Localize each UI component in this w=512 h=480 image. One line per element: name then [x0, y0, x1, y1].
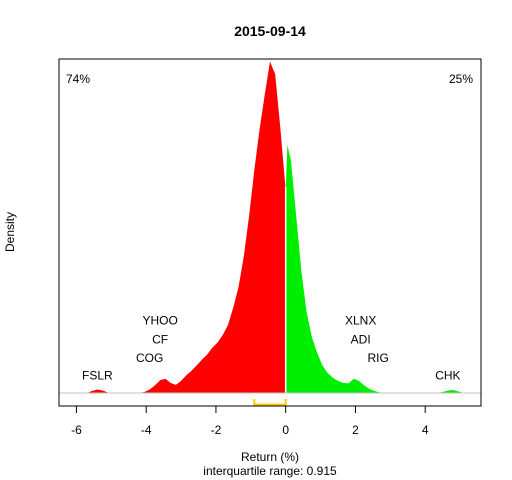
iqr-bracket — [253, 399, 287, 407]
x-axis: -6 -4 -2 0 2 4 — [71, 405, 429, 437]
x-tick-label: 0 — [282, 423, 289, 437]
outlier-annotations: YHOO CF COG FSLR XLNX ADI RIG CHK — [82, 314, 461, 383]
x-tick-label: 2 — [352, 423, 359, 437]
annotation-label: XLNX — [345, 314, 376, 328]
iqr-caption: interquartile range: 0.915 — [203, 464, 337, 478]
annotation-label: CF — [152, 332, 168, 346]
x-tick-label: -6 — [71, 423, 82, 437]
right-share-label: 25% — [449, 72, 473, 86]
positive-return-area — [285, 145, 464, 393]
left-share-label: 74% — [66, 72, 90, 86]
density-areas — [59, 61, 481, 394]
annotation-label: ADI — [351, 332, 371, 346]
annotation-label: COG — [136, 351, 163, 365]
y-axis-label: Density — [3, 212, 17, 252]
annotation-label: CHK — [435, 368, 460, 382]
annotation-label: YHOO — [142, 314, 177, 328]
x-tick-label: 4 — [422, 423, 429, 437]
chart-title: 2015-09-14 — [234, 23, 306, 39]
x-tick-label: -2 — [211, 423, 222, 437]
annotation-label: RIG — [367, 351, 388, 365]
negative-return-area — [86, 61, 286, 393]
x-axis-label: Return (%) — [241, 450, 299, 464]
x-tick-label: -4 — [141, 423, 152, 437]
annotation-label: FSLR — [82, 368, 113, 382]
